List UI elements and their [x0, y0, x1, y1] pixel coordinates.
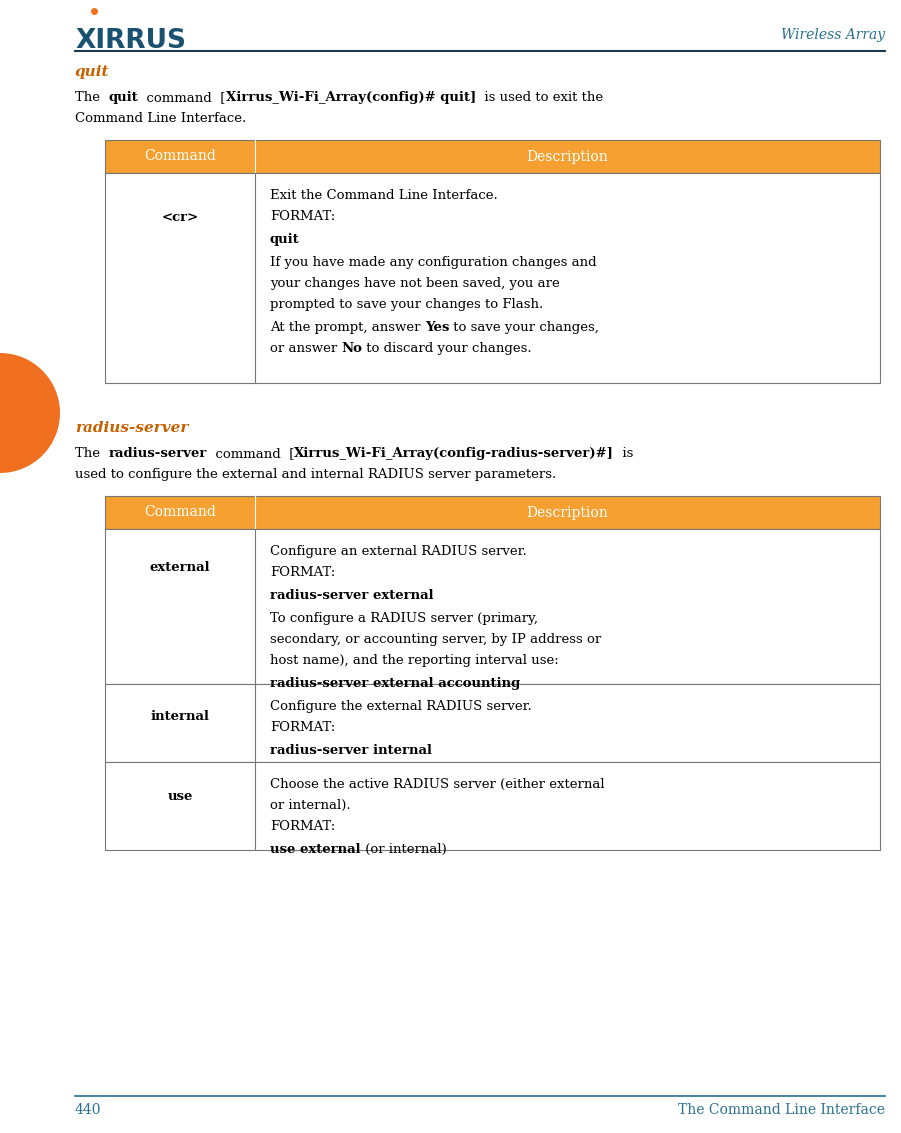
Text: command  [: command [ — [138, 91, 225, 104]
Text: 440: 440 — [75, 1104, 102, 1117]
Text: prompted to save your changes to Flash.: prompted to save your changes to Flash. — [270, 298, 543, 312]
Text: No: No — [341, 342, 362, 356]
Bar — [105, 173, 880, 383]
Text: use external: use external — [270, 843, 360, 857]
Text: Command: Command — [144, 505, 216, 520]
Text: FORMAT:: FORMAT: — [270, 210, 335, 223]
Text: Configure the external RADIUS server.: Configure the external RADIUS server. — [270, 700, 532, 713]
Text: used to configure the external and internal RADIUS server parameters.: used to configure the external and inter… — [75, 468, 556, 482]
Bar — [105, 529, 880, 684]
Wedge shape — [0, 353, 60, 472]
Text: radius-server: radius-server — [108, 448, 207, 460]
Text: If you have made any configuration changes and: If you have made any configuration chang… — [270, 256, 596, 270]
Text: secondary, or accounting server, by IP address or: secondary, or accounting server, by IP a… — [270, 633, 601, 646]
Text: Command: Command — [144, 150, 216, 163]
Text: radius-server external accounting: radius-server external accounting — [270, 678, 520, 690]
Text: use: use — [168, 790, 193, 803]
Text: quit: quit — [270, 233, 300, 246]
Text: FORMAT:: FORMAT: — [270, 820, 335, 833]
Text: external: external — [150, 561, 210, 574]
Bar — [105, 763, 880, 850]
Bar — [105, 140, 880, 173]
Text: Xirrus_Wi-Fi_Array(config)# quit]: Xirrus_Wi-Fi_Array(config)# quit] — [225, 91, 476, 104]
Bar — [105, 684, 880, 763]
Text: to discard your changes.: to discard your changes. — [362, 342, 532, 356]
Text: command  [: command [ — [207, 448, 295, 460]
Text: to save your changes,: to save your changes, — [449, 322, 599, 334]
Text: Description: Description — [526, 505, 608, 520]
Text: FORMAT:: FORMAT: — [270, 721, 335, 734]
Text: The: The — [75, 448, 108, 460]
Text: To configure a RADIUS server (primary,: To configure a RADIUS server (primary, — [270, 612, 538, 625]
Text: XIRRUS: XIRRUS — [75, 28, 186, 54]
Text: Wireless Array: Wireless Array — [781, 28, 885, 42]
Text: internal: internal — [150, 710, 210, 723]
Text: your changes have not been saved, you are: your changes have not been saved, you ar… — [270, 278, 560, 290]
Text: radius-server: radius-server — [75, 421, 188, 435]
Text: is used to exit the: is used to exit the — [476, 91, 603, 104]
Text: <cr>: <cr> — [161, 211, 198, 224]
Text: is: is — [614, 448, 633, 460]
Text: Exit the Command Line Interface.: Exit the Command Line Interface. — [270, 189, 497, 202]
Text: FORMAT:: FORMAT: — [270, 566, 335, 579]
Text: host name), and the reporting interval use:: host name), and the reporting interval u… — [270, 654, 559, 667]
Text: radius-server internal: radius-server internal — [270, 744, 432, 757]
Text: or answer: or answer — [270, 342, 341, 356]
Bar — [105, 496, 880, 529]
Text: or internal).: or internal). — [270, 799, 350, 812]
Text: (or internal): (or internal) — [360, 843, 446, 857]
Text: radius-server external: radius-server external — [270, 589, 433, 602]
Text: quit: quit — [75, 65, 110, 79]
Text: The: The — [75, 91, 108, 104]
Text: At the prompt, answer: At the prompt, answer — [270, 322, 424, 334]
Text: Choose the active RADIUS server (either external: Choose the active RADIUS server (either … — [270, 778, 605, 791]
Text: quit: quit — [108, 91, 138, 104]
Text: Xirrus_Wi-Fi_Array(config-radius-server)#]: Xirrus_Wi-Fi_Array(config-radius-server)… — [295, 448, 614, 460]
Text: Configure an external RADIUS server.: Configure an external RADIUS server. — [270, 545, 527, 557]
Text: Description: Description — [526, 150, 608, 163]
Text: Command Line Interface.: Command Line Interface. — [75, 112, 246, 125]
Text: Yes: Yes — [424, 322, 449, 334]
Text: The Command Line Interface: The Command Line Interface — [678, 1104, 885, 1117]
